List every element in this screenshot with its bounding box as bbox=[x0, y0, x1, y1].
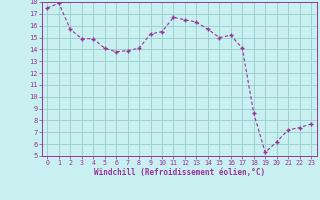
X-axis label: Windchill (Refroidissement éolien,°C): Windchill (Refroidissement éolien,°C) bbox=[94, 168, 265, 177]
